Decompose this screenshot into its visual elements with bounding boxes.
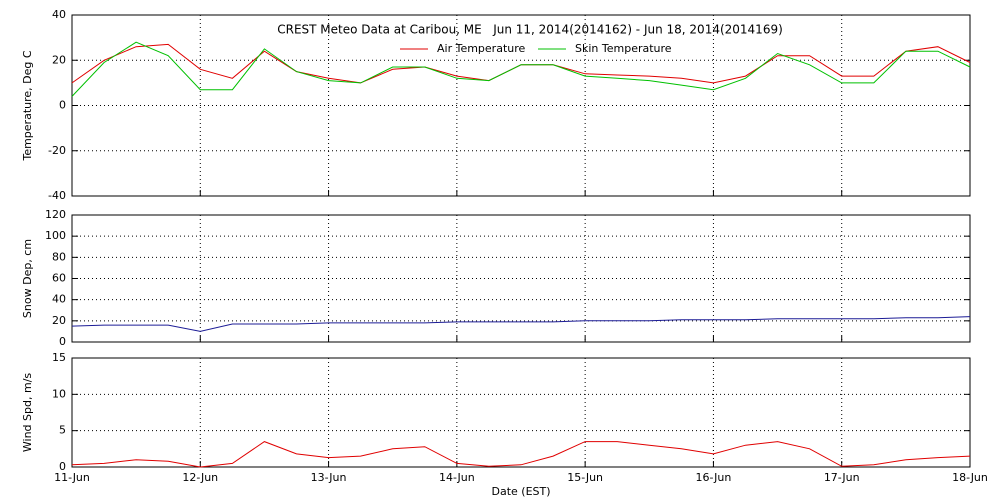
y-axis-label: Temperature, Deg C [21, 50, 34, 161]
y-tick-label: 20 [52, 314, 66, 327]
x-tick-label: 13-Jun [311, 471, 347, 484]
y-tick-label: -20 [48, 144, 66, 157]
y-tick-label: 120 [45, 208, 66, 221]
data-line [71, 316, 971, 332]
legend-label: Air Temperature [437, 42, 526, 55]
y-tick-label: 15 [52, 351, 66, 364]
x-tick-label: 18-Jun [952, 471, 988, 484]
x-tick-label: 14-Jun [439, 471, 475, 484]
y-tick-label: 80 [52, 250, 66, 263]
plot-frame [71, 14, 971, 197]
data-line [71, 441, 971, 468]
x-axis-label: Date (EST) [491, 485, 550, 498]
y-tick-label: 0 [59, 460, 66, 473]
y-tick-label: 100 [45, 229, 66, 242]
chart-title: CREST Meteo Data at Caribou, ME Jun 11, … [277, 23, 783, 37]
y-tick-label: 5 [59, 424, 66, 437]
x-tick-label: 17-Jun [824, 471, 860, 484]
x-tick-label: 12-Jun [182, 471, 218, 484]
legend-label: Skin Temperature [575, 42, 672, 55]
y-tick-label: -40 [48, 189, 66, 202]
y-tick-label: 10 [52, 387, 66, 400]
x-tick-label: 16-Jun [696, 471, 732, 484]
y-axis-label: Wind Spd, m/s [21, 373, 34, 453]
plot-frame [71, 214, 971, 343]
y-tick-label: 0 [59, 335, 66, 348]
y-tick-label: 40 [52, 8, 66, 21]
y-tick-label: 60 [52, 272, 66, 285]
y-tick-label: 40 [52, 293, 66, 306]
x-tick-label: 11-Jun [54, 471, 90, 484]
plot-frame [71, 357, 971, 468]
y-axis-label: Snow Dep, cm [21, 239, 34, 318]
data-line [71, 41, 971, 97]
x-tick-label: 15-Jun [567, 471, 603, 484]
y-tick-label: 20 [52, 53, 66, 66]
y-tick-label: 0 [59, 99, 66, 112]
